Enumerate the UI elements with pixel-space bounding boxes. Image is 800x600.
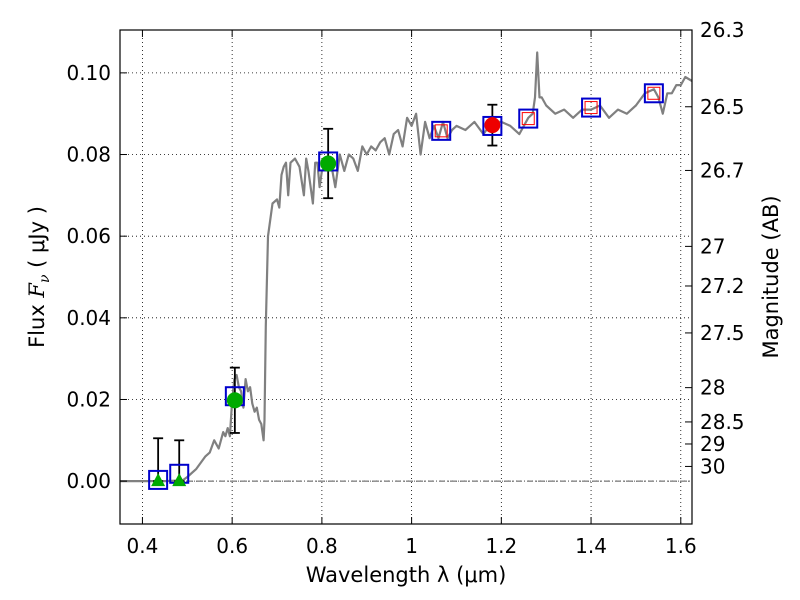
mag-tick-label: 30 — [700, 454, 725, 478]
y-axis-label-units: ( μJy ) — [25, 206, 49, 274]
model-box-blue — [482, 115, 503, 136]
plot-frame — [119, 29, 693, 525]
axis-ticks: 0.4 0.6 0.8 1 1.2 1.4 1.6 0.00 0.02 0.04 0.06 0.08 0… — [66, 18, 744, 558]
model-box-blue — [518, 108, 539, 129]
upper-limit-triangle — [151, 473, 166, 487]
upper-limit-triangle — [172, 473, 187, 487]
data-marks — [148, 83, 664, 490]
y-axis-label-prefix: Flux — [25, 298, 49, 348]
x-tick-label: 0.8 — [306, 534, 338, 558]
x-tick-label: 0.6 — [216, 534, 248, 558]
detection-point-red — [484, 117, 501, 134]
mag-tick-label: 29 — [700, 432, 725, 456]
mag-tick-label: 28 — [700, 376, 725, 400]
x-tick-label: 1.2 — [485, 534, 517, 558]
y-tick-label: 0.00 — [66, 469, 111, 493]
model-box-red — [647, 86, 661, 100]
x-axis-label: Wavelength λ (μm) — [306, 563, 507, 587]
x-tick-label: 1 — [405, 534, 418, 558]
model-box-red — [434, 124, 448, 138]
y-axis-label: Flux Fν ( μJy ) — [25, 206, 53, 348]
mag-tick-label: 27.5 — [700, 321, 745, 345]
y-tick-label: 0.02 — [66, 387, 111, 411]
mag-tick-label: 27 — [700, 234, 725, 258]
model-box-blue — [431, 120, 452, 141]
x-tick-label: 1.6 — [665, 534, 697, 558]
mag-tick-label: 26.5 — [700, 95, 745, 119]
model-box-red — [521, 112, 535, 126]
detection-point-green — [226, 392, 243, 409]
right-axis-label: Magnitude (AB) — [759, 195, 783, 358]
y-tick-label: 0.08 — [66, 143, 111, 167]
mag-tick-label: 27.2 — [700, 274, 745, 298]
mag-tick-label: 26.3 — [700, 18, 745, 42]
x-tick-label: 1.4 — [575, 534, 607, 558]
model-box-blue — [581, 97, 602, 118]
y-axis-label-subscript: ν — [37, 274, 53, 283]
detection-point-green — [320, 155, 337, 172]
y-tick-label: 0.04 — [66, 306, 111, 330]
model-box-blue — [643, 83, 664, 104]
mag-tick-label: 26.7 — [700, 158, 745, 182]
y-tick-label: 0.10 — [66, 61, 111, 85]
x-tick-label: 0.4 — [127, 534, 159, 558]
y-tick-label: 0.06 — [66, 224, 111, 248]
y-axis-label-symbol: F — [25, 282, 49, 299]
model-box-red — [584, 101, 598, 115]
model-box-blue — [148, 469, 169, 490]
mag-tick-label: 28.5 — [700, 410, 745, 434]
